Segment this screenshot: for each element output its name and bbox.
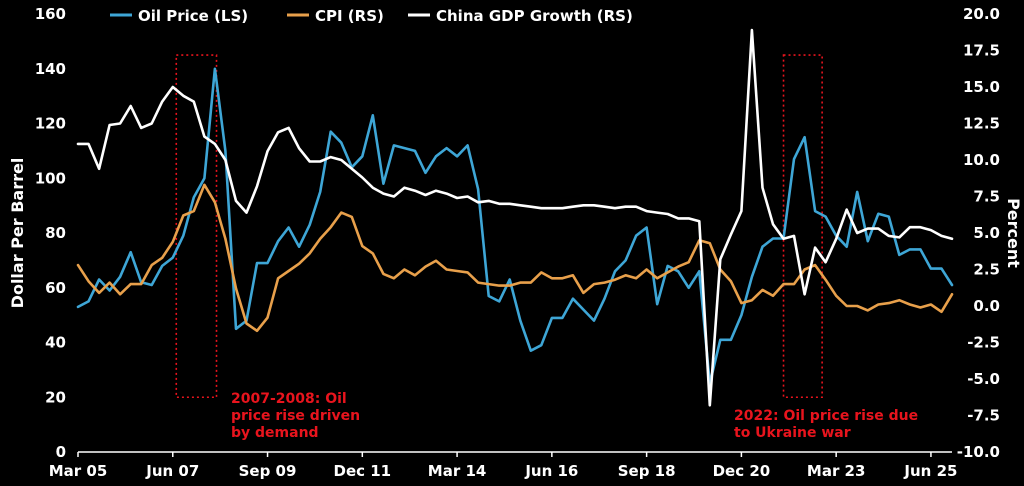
x-tick-label: Dec 20 xyxy=(713,462,771,480)
axes: Mar 05 Jun 07 Sep 09 Dec 11 Mar 14 Jun 16 Sep … xyxy=(8,5,1023,480)
y-right-tick-label: 2.5 xyxy=(973,261,1000,279)
y-left-tick-label: 20 xyxy=(45,388,66,406)
y-right-tick-label: 20.0 xyxy=(963,5,1000,23)
x-tick-label: Mar 23 xyxy=(807,462,866,480)
annotation-text: to Ukraine war xyxy=(734,425,851,441)
y-left-tick-label: 160 xyxy=(35,5,66,23)
y-right-tick-label: 0.0 xyxy=(973,297,1000,315)
china-gdp-line xyxy=(76,28,954,407)
y-right-tick-label: 7.5 xyxy=(973,188,1000,206)
x-tick-label: Sep 18 xyxy=(618,462,676,480)
x-tick-label: Mar 05 xyxy=(49,462,108,480)
annotation-box xyxy=(782,54,823,399)
y-right-tick-label: 10.0 xyxy=(963,151,1000,169)
x-tick-label: Mar 14 xyxy=(428,462,487,480)
y-left-tick-label: 0 xyxy=(56,443,66,461)
y-right-tick-label: 12.5 xyxy=(963,115,1000,133)
x-tick-label: Jun 16 xyxy=(524,462,578,480)
y-left-axis-title: Dollar Per Barrel xyxy=(8,158,27,309)
y-left-tick-label: 80 xyxy=(45,224,66,242)
annotation-text: 2022: Oil price rise due xyxy=(734,408,918,424)
y-right-tick-label: 17.5 xyxy=(963,42,1000,60)
y-right-tick-label: -10.0 xyxy=(957,443,1000,461)
y-right-tick-label: -5.0 xyxy=(967,370,1000,388)
y-left-tick-label: 120 xyxy=(35,115,66,133)
annotation-box xyxy=(175,54,218,399)
legend-label: CPI (RS) xyxy=(315,7,384,25)
y-right-tick-label: 5.0 xyxy=(973,224,1000,242)
x-tick-label: Jun 25 xyxy=(903,462,957,480)
y-left-tick-label: 40 xyxy=(45,334,66,352)
legend-label: China GDP Growth (RS) xyxy=(436,7,633,25)
legend-label: Oil Price (LS) xyxy=(138,7,248,25)
y-left-tick-label: 100 xyxy=(35,169,66,187)
oil-price-line xyxy=(76,67,954,385)
series-lines xyxy=(76,28,954,407)
annotation-text: by demand xyxy=(231,425,319,441)
legend: Oil Price (LS) CPI (RS) China GDP Growth (… xyxy=(110,7,633,25)
cpi-line xyxy=(76,183,954,333)
annotation-text: price rise driven xyxy=(231,408,360,424)
y-right-tick-label: 15.0 xyxy=(963,78,1000,96)
x-tick-label: Dec 11 xyxy=(334,462,392,480)
y-right-axis-title: Percent xyxy=(1004,198,1023,268)
y-right-tick-label: -2.5 xyxy=(967,334,1000,352)
y-left-tick-label: 140 xyxy=(35,60,66,78)
x-tick-label: Jun 07 xyxy=(145,462,199,480)
annotation-text: 2007-2008: Oil xyxy=(231,391,347,407)
y-left-tick-label: 60 xyxy=(45,279,66,297)
x-tick-label: Sep 09 xyxy=(239,462,297,480)
y-right-tick-label: -7.5 xyxy=(967,407,1000,425)
